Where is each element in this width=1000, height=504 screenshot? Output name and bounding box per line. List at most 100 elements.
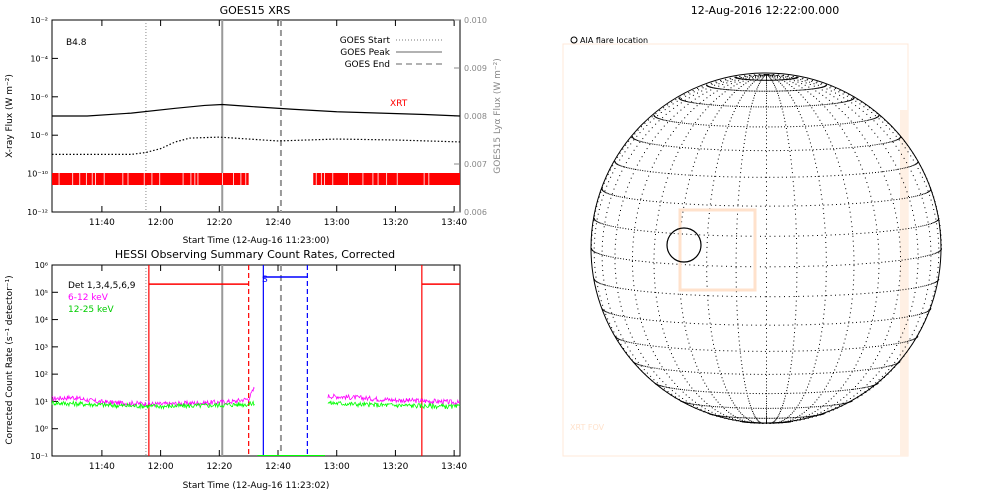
disk-grid-dot [846, 100, 848, 102]
disk-grid-dot [755, 296, 757, 298]
disk-grid-dot [901, 143, 903, 145]
disk-grid-dot [868, 292, 870, 294]
disk-grid-dot [899, 280, 901, 282]
disk-grid-dot [934, 282, 936, 283]
disk-grid-dot [815, 88, 817, 89]
disk-grid-dot [632, 246, 634, 248]
disk-grid-dot [681, 203, 683, 205]
disk-grid-dot [815, 415, 817, 417]
disk-grid-dot [682, 398, 684, 399]
disk-grid-dot [730, 117, 732, 119]
disk-grid-dot [719, 406, 721, 408]
disk-grid-dot [711, 104, 713, 106]
disk-grid-dot [915, 229, 917, 231]
disk-grid-dot [925, 311, 927, 313]
disk-grid-dot [668, 145, 670, 147]
disk-grid-dot [652, 200, 654, 202]
disk-grid-dot [807, 235, 809, 237]
disk-grid-dot [596, 218, 598, 220]
disk-grid-dot [853, 123, 855, 125]
disk-grid-dot [866, 384, 868, 386]
disk-grid-dot [723, 414, 725, 416]
disk-grid-dot [709, 322, 711, 324]
disk-grid-dot [824, 388, 826, 390]
disk-grid-dot [874, 306, 876, 307]
disk-grid-dot [606, 192, 608, 194]
disk-grid-dot [938, 251, 940, 253]
disk-grid-dot [934, 221, 936, 223]
disk-grid-dot [925, 192, 927, 194]
disk-grid-dot [788, 421, 790, 423]
disk-grid-dot [885, 125, 887, 126]
disk-grid-dot [794, 332, 795, 334]
disk-grid-dot [779, 75, 781, 77]
disk-grid-dot [929, 304, 931, 306]
disk-grid-dot [887, 142, 889, 143]
disk-grid-dot [617, 195, 619, 197]
disk-grid-dot [723, 350, 725, 352]
disk-grid-dot [691, 387, 693, 389]
disk-grid-dot [670, 134, 672, 136]
disk-grid-dot [719, 176, 721, 177]
disk-grid-dot [633, 138, 635, 140]
disk-grid-dot [746, 407, 747, 409]
disk-grid-dot [728, 395, 730, 397]
disk-grid-dot [899, 289, 901, 291]
disk-grid-dot [649, 171, 651, 173]
disk-grid-dot [661, 232, 663, 234]
disk-grid-dot [899, 317, 900, 319]
disk-grid-dot [707, 349, 709, 351]
disk-grid-dot [615, 335, 617, 337]
disk-grid-dot [926, 216, 928, 218]
disk-grid-dot [702, 93, 704, 95]
disk-grid-dot [825, 266, 827, 268]
disk-grid-dot [805, 415, 807, 417]
disk-grid-dot [884, 142, 886, 144]
disk-grid-dot [592, 250, 594, 252]
disk-grid-dot [783, 324, 785, 326]
disk-grid-dot [600, 204, 601, 206]
disk-grid-dot [643, 199, 644, 201]
disk-grid-dot [728, 89, 730, 91]
disk-grid-dot [805, 406, 807, 408]
disk-grid-dot [791, 106, 793, 107]
disk-grid-dot [766, 131, 767, 133]
disk-grid-dot [700, 148, 702, 150]
disk-grid-dot [672, 263, 674, 265]
disk-grid-dot [896, 345, 898, 346]
disk-grid-dot [681, 174, 683, 176]
disk-grid-dot [809, 142, 811, 144]
disk-grid-dot [850, 120, 852, 122]
disk-grid-dot [750, 296, 752, 298]
disk-grid-dot [778, 74, 780, 76]
disk-grid-dot [907, 151, 909, 153]
disk-grid-dot [641, 260, 643, 262]
disk-grid-dot [888, 170, 890, 172]
disk-grid-dot [816, 98, 817, 100]
disk-grid-dot [596, 252, 598, 254]
disk-grid-dot [715, 349, 717, 351]
disk-grid-dot [753, 407, 755, 409]
disk-grid-dot [877, 282, 879, 284]
disk-grid-dot [766, 114, 767, 116]
disk-grid-dot [628, 355, 630, 357]
disk-grid-dot [706, 84, 708, 86]
disk-grid-dot [639, 317, 641, 319]
disk-grid-dot [749, 111, 751, 113]
disk-grid-dot [853, 122, 855, 124]
disk-grid-dot [737, 318, 739, 320]
disk-grid-dot [784, 79, 786, 81]
disk-grid-dot [691, 101, 693, 103]
disk-grid-dot [927, 223, 929, 225]
disk-grid-dot [756, 88, 758, 90]
disk-grid-dot [629, 332, 631, 334]
disk-grid-dot [644, 170, 646, 172]
disk-grid-dot [786, 390, 788, 392]
disk-grid-dot [926, 313, 928, 315]
disk-grid-dot [663, 119, 665, 121]
disk-grid-dot [627, 186, 629, 188]
disk-grid-dot [755, 393, 757, 394]
disk-grid-dot [659, 377, 661, 379]
disk-grid-dot [834, 175, 836, 177]
disk-grid-dot [731, 94, 733, 96]
